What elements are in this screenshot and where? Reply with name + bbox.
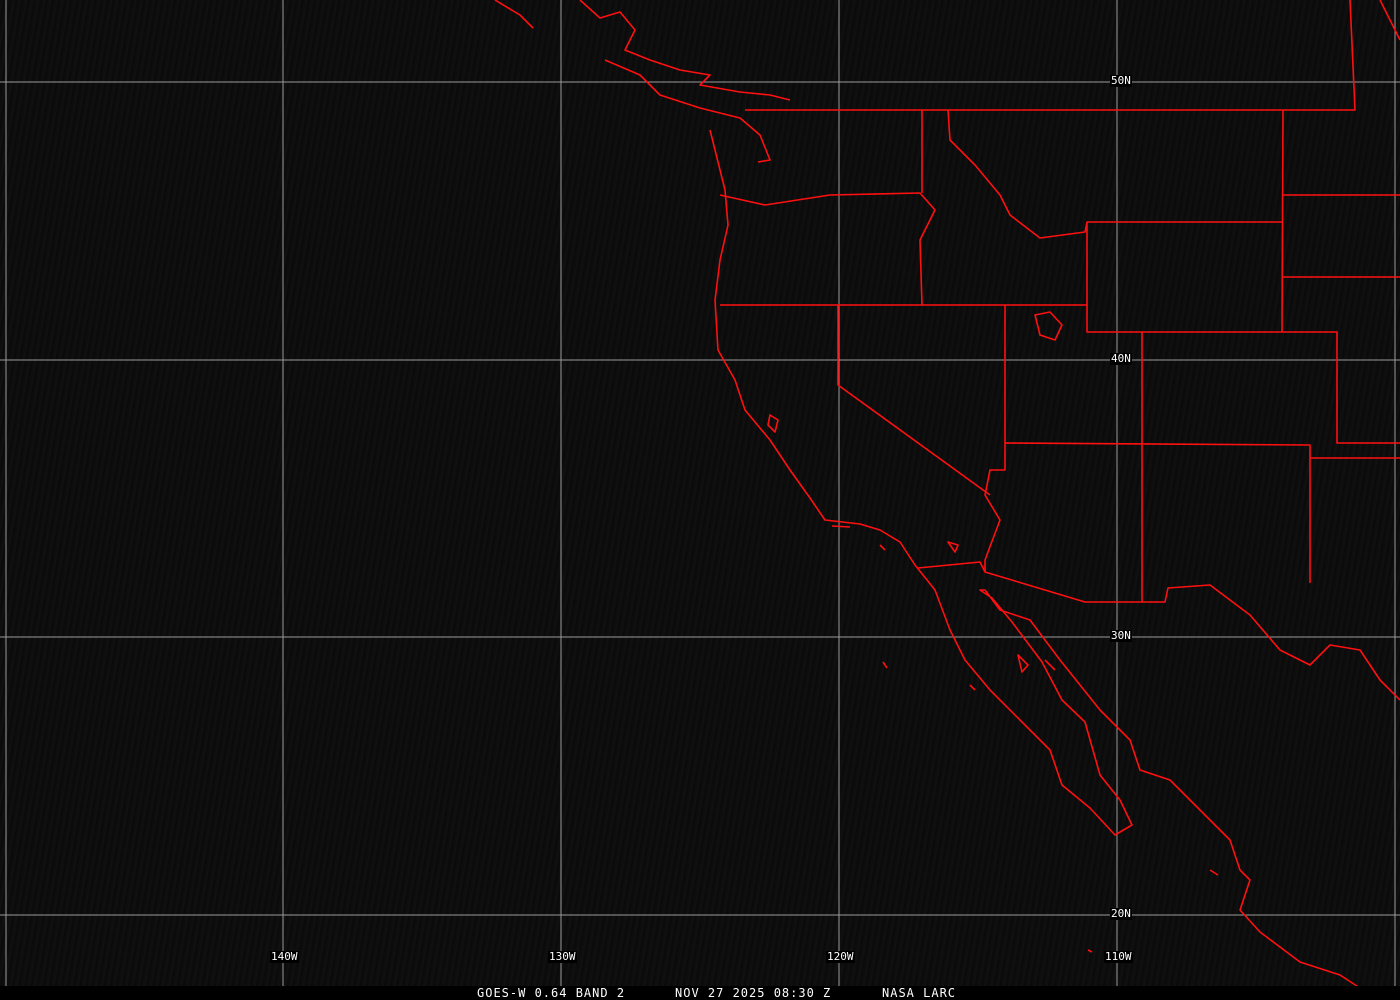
canada-border [745, 0, 1400, 111]
lon-label-140w: 140W [270, 950, 299, 963]
us-mexico-border [917, 561, 1400, 701]
coastline-us [709, 129, 1361, 989]
caption-datetime: NOV 27 2025 08:30 Z [675, 986, 832, 1000]
image-caption: GOES-W 0.64 BAND 2 NOV 27 2025 08:30 Z N… [0, 986, 1400, 1000]
caption-source: NASA LARC [882, 986, 957, 1000]
coastline-bc [494, 0, 791, 163]
state-borders [719, 109, 1400, 602]
lat-label-20n: 20N [1110, 907, 1132, 920]
lat-label-50n: 50N [1110, 74, 1132, 87]
islands [767, 311, 1219, 953]
lon-label-130w: 130W [548, 950, 577, 963]
lat-label-30n: 30N [1110, 629, 1132, 642]
lon-label-120w: 120W [826, 950, 855, 963]
lon-label-110w: 110W [1104, 950, 1133, 963]
caption-product: GOES-W 0.64 BAND 2 [477, 986, 626, 1000]
lat-label-40n: 40N [1110, 352, 1132, 365]
boundaries [494, 0, 1400, 989]
